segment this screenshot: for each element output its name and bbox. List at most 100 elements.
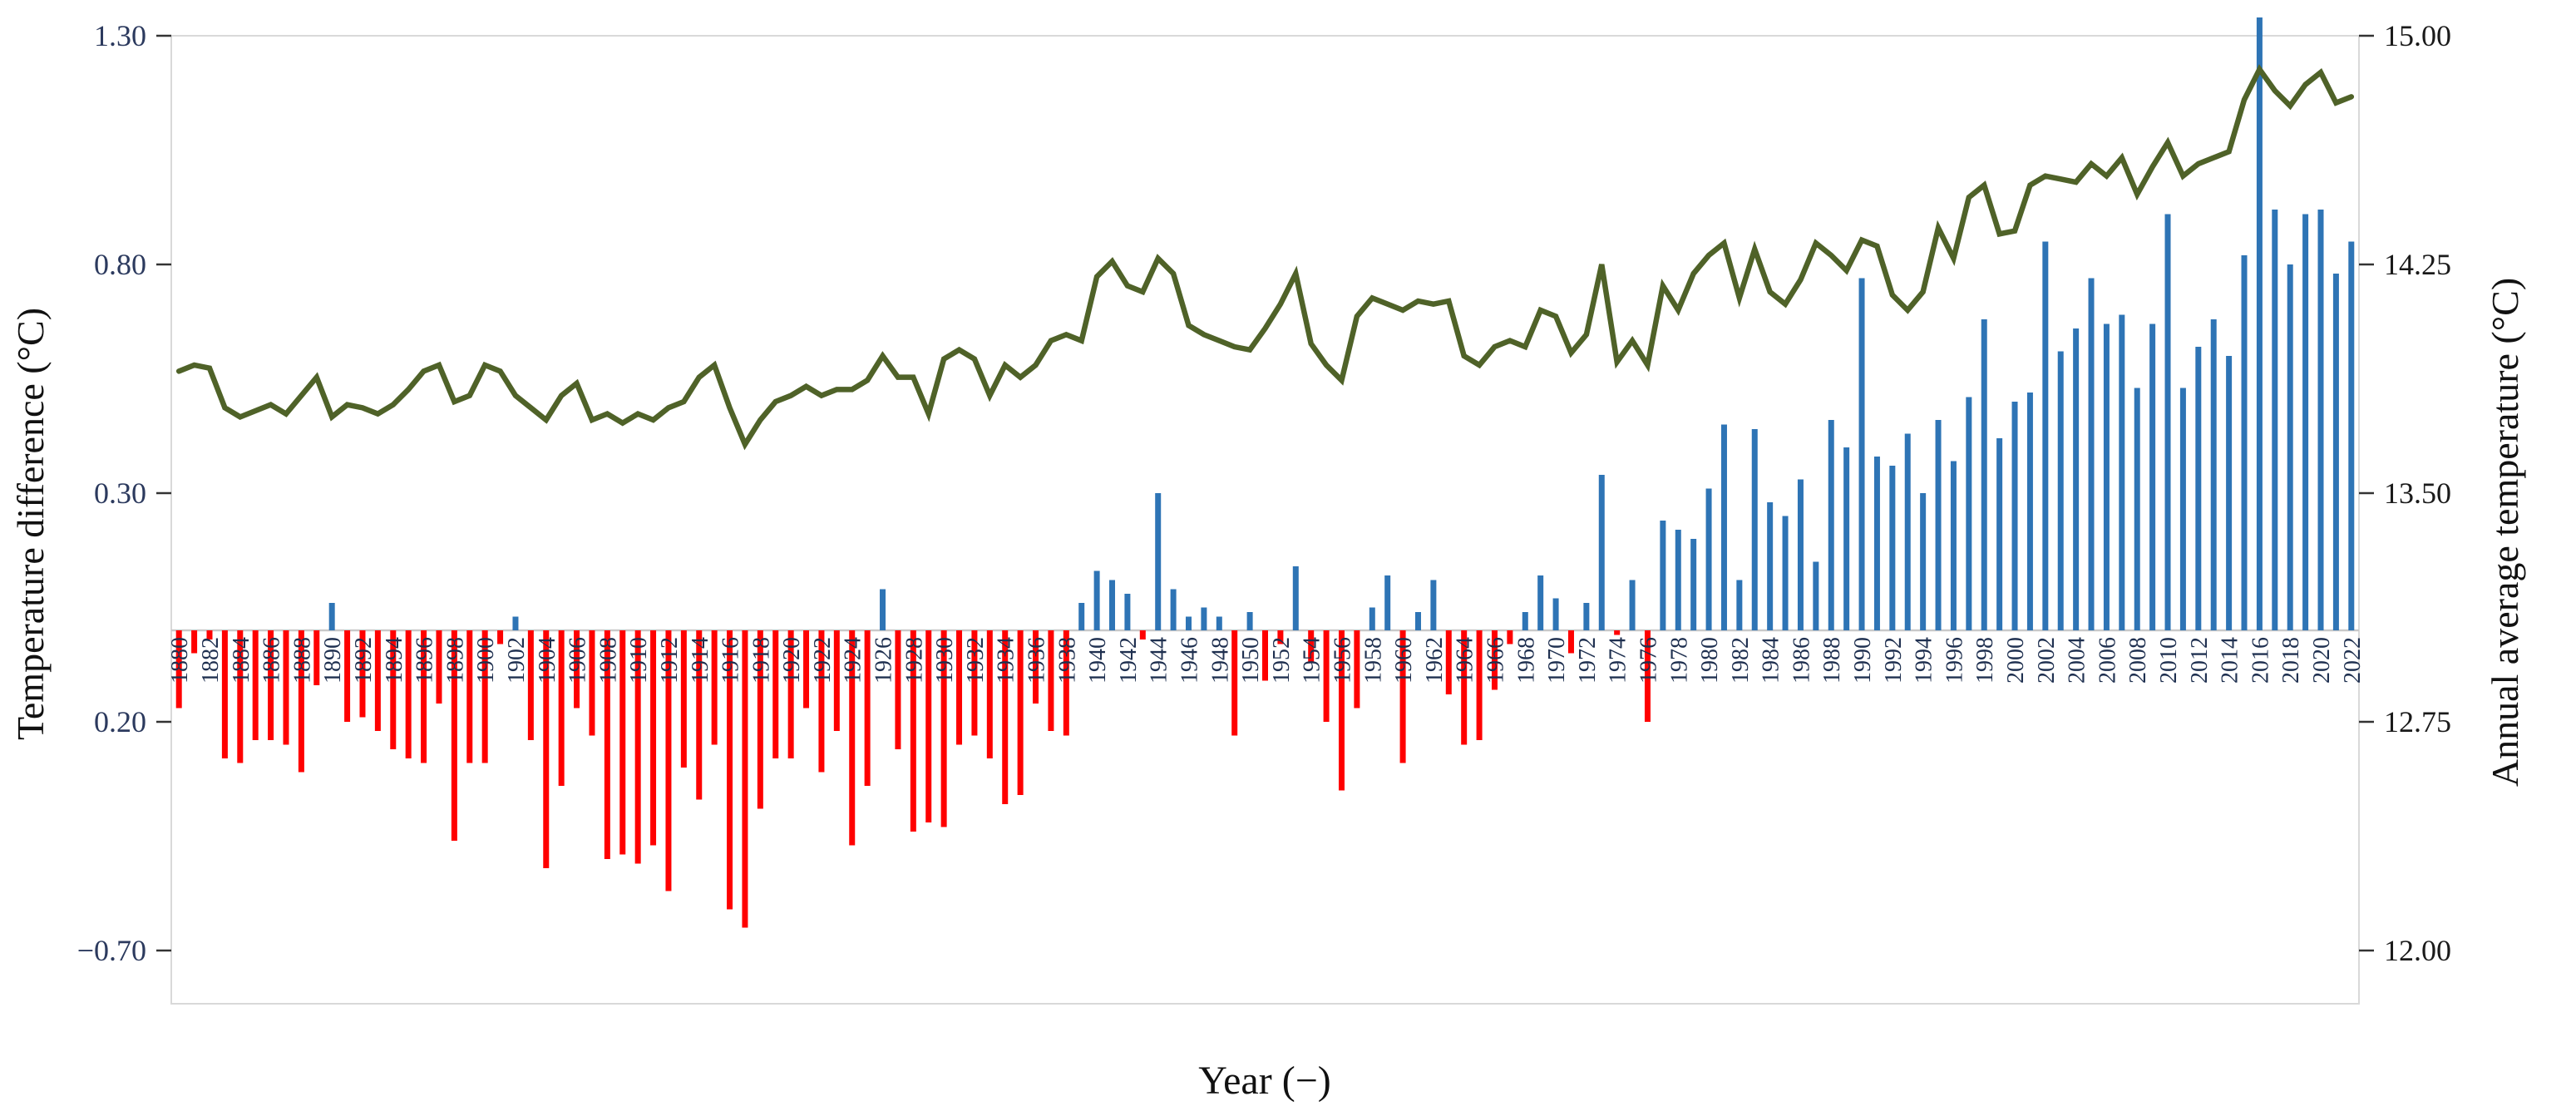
temperature-difference-bar xyxy=(956,630,963,745)
year-label: 1934 xyxy=(994,637,1019,684)
year-label: 1916 xyxy=(718,637,744,684)
temperature-difference-bar xyxy=(1904,433,1911,630)
temperature-difference-bar xyxy=(1705,488,1712,630)
year-label: 2020 xyxy=(2309,637,2335,684)
right-axis-tick-label: 14.25 xyxy=(2384,248,2451,281)
temperature-difference-bar xyxy=(1109,580,1116,630)
temperature-difference-bar xyxy=(2103,323,2110,630)
left-axis-tick-label: 1.30 xyxy=(94,19,146,52)
temperature-difference-bar xyxy=(221,630,228,758)
temperature-difference-bar xyxy=(2332,274,2339,630)
year-label: 2002 xyxy=(2034,637,2060,684)
temperature-difference-bar xyxy=(451,630,457,841)
year-label: 1954 xyxy=(1300,637,1325,684)
year-label: 1942 xyxy=(1116,637,1142,684)
temperature-difference-bar xyxy=(1675,530,1681,630)
year-label: 1930 xyxy=(932,637,958,684)
temperature-difference-bar xyxy=(1231,630,1238,736)
temperature-difference-bar xyxy=(1338,630,1345,791)
temperature-difference-bar xyxy=(650,630,657,846)
temperature-difference-bar xyxy=(895,630,901,749)
temperature-difference-bar xyxy=(818,630,825,773)
left-axis-tick-label: 0.80 xyxy=(94,248,146,281)
temperature-difference-bar xyxy=(1935,420,1942,630)
temperature-difference-bar xyxy=(1950,461,1957,630)
year-label: 1902 xyxy=(504,637,530,684)
temperature-difference-bar xyxy=(1277,630,1284,644)
temperature-difference-bar xyxy=(1797,479,1804,630)
temperature-difference-bar xyxy=(237,630,244,763)
temperature-difference-bar xyxy=(283,630,289,745)
temperature-difference-bar xyxy=(1262,630,1268,681)
year-label: 2004 xyxy=(2065,637,2090,684)
year-label: 1962 xyxy=(1422,637,1448,684)
temperature-difference-bar xyxy=(1858,278,1865,630)
temperature-difference-bar xyxy=(1614,630,1621,635)
right-axis-tick-label: 15.00 xyxy=(2384,19,2451,52)
year-label: 1926 xyxy=(871,637,897,684)
year-label: 1894 xyxy=(382,637,407,684)
temperature-difference-bar xyxy=(1644,630,1651,722)
year-label: 1990 xyxy=(1850,637,1876,684)
temperature-difference-bar xyxy=(696,630,703,800)
temperature-difference-bar xyxy=(436,630,442,704)
year-label: 1982 xyxy=(1728,637,1754,684)
temperature-difference-bar xyxy=(1124,594,1131,630)
right-axis-tick-label: 13.50 xyxy=(2384,477,2451,510)
year-label: 1892 xyxy=(351,637,377,684)
temperature-difference-bar xyxy=(390,630,397,749)
temperature-difference-bar xyxy=(1430,580,1437,630)
temperature-difference-bar xyxy=(191,630,198,654)
temperature-difference-bar xyxy=(543,630,550,868)
year-label: 1980 xyxy=(1697,637,1723,684)
temperature-difference-bar xyxy=(1507,630,1513,644)
temperature-difference-bar xyxy=(527,630,534,740)
temperature-difference-bar xyxy=(940,630,947,827)
temperature-difference-bar xyxy=(864,630,871,786)
left-axis-tick-label: 0.30 xyxy=(94,477,146,510)
temperature-difference-bar xyxy=(1399,630,1406,763)
temperature-difference-bar xyxy=(328,603,335,630)
temperature-difference-bar xyxy=(910,630,916,832)
temperature-difference-bar xyxy=(2149,323,2156,630)
temperature-difference-bar xyxy=(1048,630,1054,731)
temperature-difference-bar xyxy=(1981,319,1987,630)
temperature-difference-bar xyxy=(1414,612,1421,630)
temperature-difference-bar xyxy=(2011,402,2018,630)
year-label: 1890 xyxy=(320,637,346,684)
temperature-difference-bar xyxy=(1736,580,1743,630)
left-axis-tick-label: 0.20 xyxy=(94,705,146,738)
year-label: 1960 xyxy=(1391,637,1417,684)
year-label: 1992 xyxy=(1881,637,1907,684)
year-label: 2022 xyxy=(2340,637,2366,684)
temperature-difference-bar xyxy=(421,630,427,763)
temperature-difference-bar xyxy=(589,630,595,736)
year-label: 1920 xyxy=(779,637,805,684)
year-label: 1966 xyxy=(1483,637,1508,684)
year-label: 1940 xyxy=(1085,637,1111,684)
temperature-difference-bar xyxy=(1078,603,1085,630)
temperature-difference-bar xyxy=(175,630,182,709)
temperature-difference-bar xyxy=(1476,630,1483,740)
temperature-difference-bar xyxy=(2088,278,2095,630)
temperature-difference-bar xyxy=(2256,17,2263,630)
temperature-difference-bar xyxy=(742,630,748,928)
temperature-difference-bar xyxy=(1308,630,1315,663)
temperature-difference-bar xyxy=(1522,612,1528,630)
temperature-difference-bar xyxy=(971,630,978,736)
temperature-difference-bar xyxy=(1629,580,1636,630)
temperature-difference-bar xyxy=(1751,429,1758,630)
year-label: 2012 xyxy=(2187,637,2213,684)
temperature-difference-bar xyxy=(574,630,580,709)
year-label: 1944 xyxy=(1147,637,1172,684)
temperature-difference-bar xyxy=(1966,397,1972,630)
year-label: 1948 xyxy=(1207,637,1233,684)
year-label: 2014 xyxy=(2218,637,2243,684)
temperature-difference-bar xyxy=(680,630,687,768)
temperature-difference-bar xyxy=(2164,214,2171,630)
temperature-difference-bar xyxy=(772,630,779,758)
temperature-difference-bar xyxy=(1813,561,1819,630)
temperature-difference-bar xyxy=(2226,356,2233,630)
year-label: 1938 xyxy=(1054,637,1080,684)
temperature-difference-bar xyxy=(1139,630,1146,639)
